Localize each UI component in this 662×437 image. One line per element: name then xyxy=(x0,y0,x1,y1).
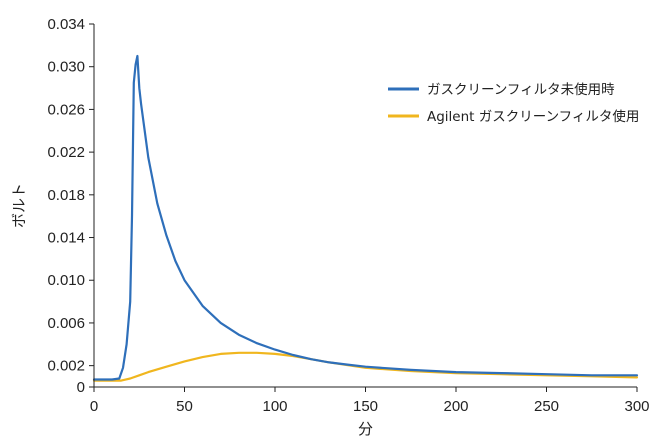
y-tick-label: 0.034 xyxy=(47,16,85,33)
y-tick-label: 0.018 xyxy=(47,187,85,204)
x-tick-label: 100 xyxy=(262,398,287,415)
legend-label: Agilent ガスクリーンフィルタ使用 xyxy=(427,108,639,125)
y-tick-label: 0.010 xyxy=(47,272,85,289)
x-tick-label: 200 xyxy=(443,398,468,415)
y-tick-label: 0.030 xyxy=(47,59,85,76)
y-tick-label: 0 xyxy=(77,379,85,396)
series-line-1 xyxy=(92,54,639,381)
x-tick-label: 0 xyxy=(90,398,98,415)
x-axis: 0 50 100 150 200 250 300 xyxy=(90,387,650,415)
y-tick-label: 0.026 xyxy=(47,101,85,118)
x-axis-title: 分 xyxy=(358,420,373,437)
y-tick-label: 0.006 xyxy=(47,315,85,332)
y-tick-label: 0.014 xyxy=(47,230,85,247)
x-tick-label: 300 xyxy=(624,398,649,415)
x-tick-label: 250 xyxy=(534,398,559,415)
x-tick-label: 150 xyxy=(353,398,378,415)
legend: ガスクリーンフィルタ未使用時 Agilent ガスクリーンフィルタ使用 xyxy=(388,81,639,125)
y-axis-title: ボルト xyxy=(10,183,28,228)
y-tick-label: 0.022 xyxy=(47,144,85,161)
x-tick-label: 50 xyxy=(176,398,193,415)
plot-area xyxy=(92,54,639,382)
y-axis: 0 0.002 0.006 0.010 0.014 0.018 0.022 0.026 0.03… xyxy=(47,16,94,396)
legend-label: ガスクリーンフィルタ未使用時 xyxy=(427,81,615,98)
y-tick-label: 0.002 xyxy=(47,358,85,375)
